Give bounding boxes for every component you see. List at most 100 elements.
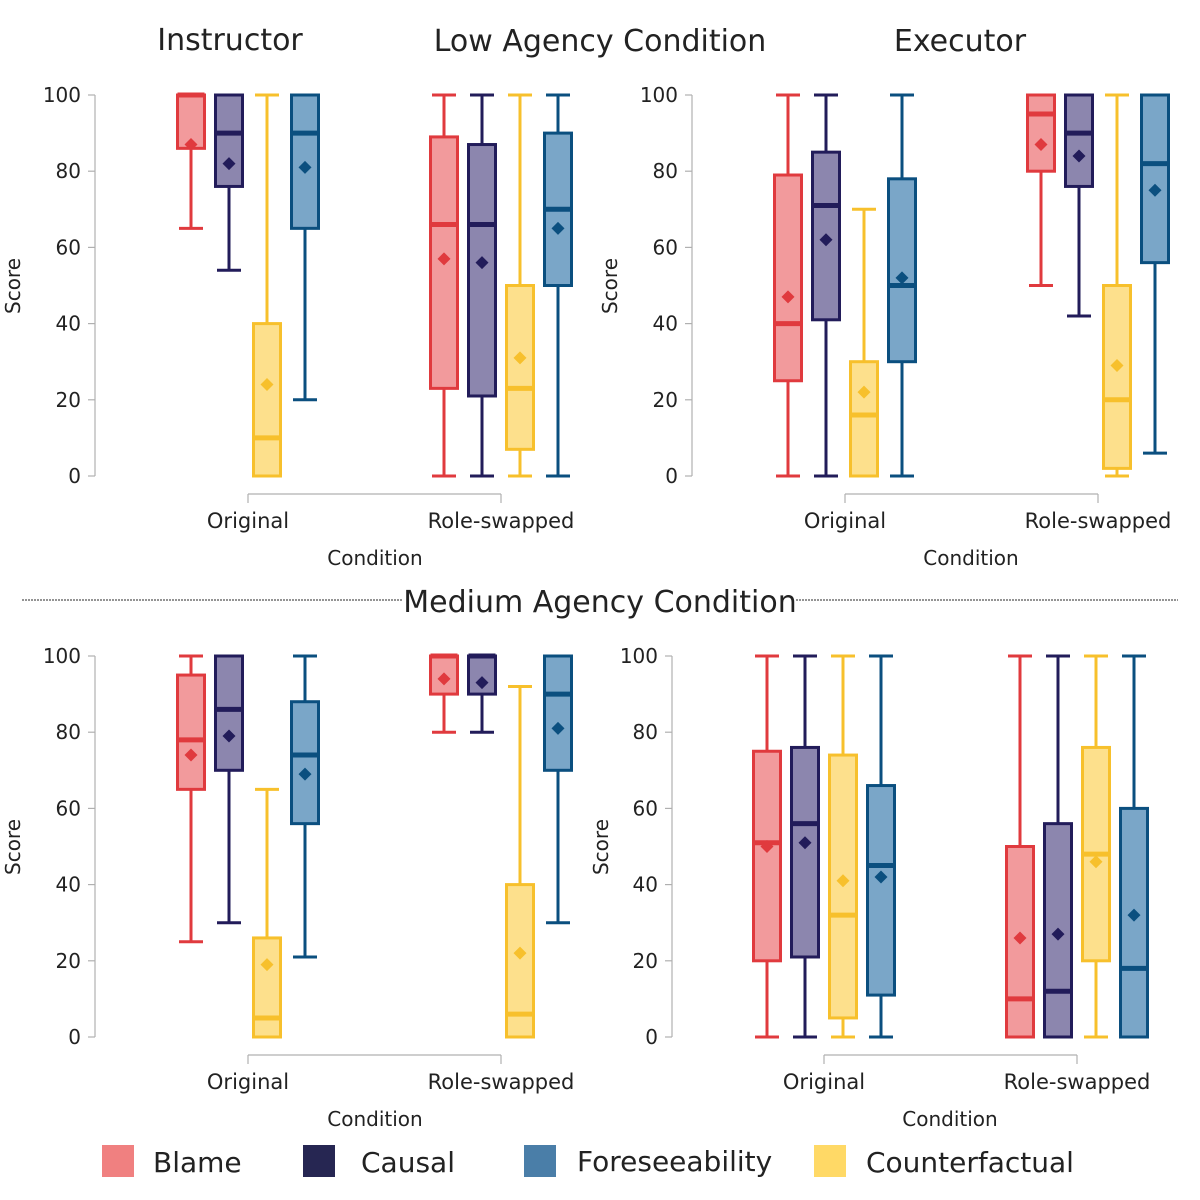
mean-marker [1110,359,1124,373]
mean-marker [222,729,236,743]
mean-marker [513,946,527,960]
box-original-causal [214,654,244,925]
y-tick-label: 20 [56,949,81,973]
y-tick-label: 100 [620,644,658,668]
legend-label-causal: Causal [361,1146,455,1179]
iqr-box [252,936,282,1039]
mean-marker [798,836,812,850]
y-tick-label: 60 [56,235,81,259]
iqr-box [752,749,782,963]
iqr-box [467,143,497,398]
y-tick-label: 60 [633,796,658,820]
y-tick-label: 80 [633,720,658,744]
iqr-box [214,654,244,772]
box-role-swapped-blame [1026,93,1056,287]
iqr-box [773,173,803,383]
y-tick-label: 0 [68,464,81,488]
header-executor: Executor [894,24,1027,59]
mean-marker [874,870,888,884]
y-axis-title: Score [589,819,613,875]
mean-marker [298,767,312,781]
y-tick-label: 40 [633,873,658,897]
y-tick-label: 0 [68,1025,81,1049]
mean-marker [184,138,198,152]
y-tick-label: 80 [56,159,81,183]
box-role-swapped-causal [1043,654,1073,1039]
mean-marker [298,160,312,174]
y-tick-label: 40 [56,873,81,897]
legend-swatch-blame [102,1145,134,1177]
iqr-box [1102,284,1132,470]
legend-label-blame: Blame [153,1146,242,1179]
y-tick-label: 100 [640,83,678,107]
chart-low-instructor: 0 20 40 60 80 100 Score Original Role-swappedCon… [1,83,574,570]
box-original-foreseeability [887,93,917,478]
y-tick-label: 40 [653,312,678,336]
mean-marker [437,252,451,266]
mean-marker [437,672,451,686]
y-tick-label: 0 [645,1025,658,1049]
iqr-box [505,883,535,1039]
box-role-swapped-causal [467,653,497,734]
mean-marker [895,271,909,285]
x-tick-label-original: Original [207,1070,289,1094]
mean-marker [819,233,833,247]
header-low-agency: Low Agency Condition [434,24,767,59]
legend-swatch-causal [303,1145,335,1177]
mean-marker [551,721,565,735]
y-tick-label: 40 [56,312,81,336]
box-role-swapped-counterfactual [505,684,535,1039]
y-tick-label: 20 [653,388,678,412]
y-tick-label: 100 [43,83,81,107]
mean-marker [513,351,527,365]
legend-label-foreseeability: Foreseeability [577,1145,772,1178]
x-axis-title: Condition [327,546,422,570]
y-axis-title: Score [1,258,25,314]
box-original-blame [773,93,803,478]
x-tick-label-original: Original [783,1070,865,1094]
y-tick-label: 80 [653,159,678,183]
mean-marker [475,676,489,690]
mean-marker [836,874,850,888]
y-axis-title: Score [1,819,25,875]
legend-label-counterfactual: Counterfactual [866,1146,1074,1179]
y-tick-label: 60 [56,796,81,820]
box-original-foreseeability [290,654,320,959]
iqr-box [790,745,820,959]
iqr-box [290,700,320,826]
iqr-box [214,93,244,188]
x-tick-label-original: Original [207,509,289,533]
box-original-counterfactual [252,787,282,1039]
chart-medium-right: 0 20 40 60 80 100 Score Original Role-swapped Con… [589,644,1150,1131]
iqr-box [866,784,896,997]
iqr-box [1026,93,1056,173]
iqr-box [1140,93,1170,265]
mean-marker [1051,927,1065,941]
box-role-swapped-foreseeability [543,93,573,478]
header-instructor: Instructor [157,23,303,58]
box-original-blame [176,654,206,944]
box-original-counterfactual [828,654,858,1039]
box-role-swapped-causal [467,93,497,478]
mean-marker [781,290,795,304]
mean-marker [1148,183,1162,197]
box-original-counterfactual [252,93,282,478]
box-original-blame [176,92,206,230]
box-original-causal [811,93,841,478]
iqr-box [543,654,573,772]
box-role-swapped-blame [429,93,459,478]
box-original-foreseeability [866,654,896,1039]
box-original-blame [752,654,782,1039]
x-tick-label-original: Original [804,509,886,533]
iqr-box [1119,806,1149,1039]
box-role-swapped-foreseeability [1119,654,1149,1039]
mean-marker [1089,855,1103,869]
box-role-swapped-causal [1064,93,1094,318]
mean-marker [857,385,871,399]
x-axis-title: Condition [902,1107,997,1131]
box-original-counterfactual [849,207,879,478]
legend-swatch-foreseeability [524,1145,556,1177]
y-axis-title: Score [598,258,622,314]
legend: Blame Causal Foreseeability Counterfactu… [102,1145,1074,1179]
